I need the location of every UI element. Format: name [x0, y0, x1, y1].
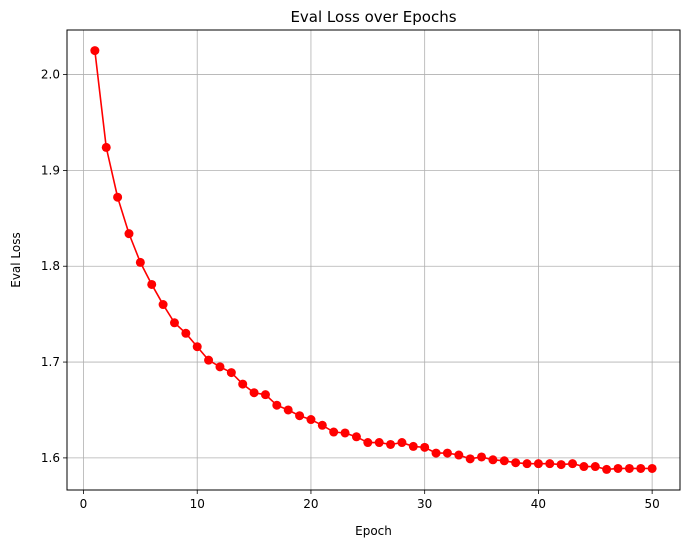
data-point: [488, 455, 498, 465]
y-tick-label: 1.7: [41, 355, 60, 369]
x-tick-label: 50: [644, 497, 659, 511]
data-point: [602, 464, 612, 474]
series-markers: [90, 46, 657, 474]
data-point: [192, 342, 202, 352]
data-point: [511, 458, 521, 468]
data-point: [181, 328, 191, 338]
data-point: [636, 463, 646, 473]
x-tick-label: 0: [80, 497, 88, 511]
data-point: [431, 448, 441, 458]
y-axis-ticks: 1.6 1.7 1.8 1.9 2.0: [41, 68, 67, 465]
data-point: [397, 438, 407, 448]
x-axis-ticks: 0 10 20 30 40 50: [80, 490, 660, 511]
y-axis-label: Eval Loss: [9, 232, 23, 288]
data-point: [317, 420, 327, 430]
data-point: [158, 300, 168, 310]
data-point: [499, 456, 509, 466]
data-point: [283, 405, 293, 415]
data-point: [579, 462, 589, 472]
data-point: [215, 362, 225, 372]
data-point: [465, 454, 475, 464]
data-point: [329, 427, 339, 437]
data-point: [272, 400, 282, 410]
y-tick-label: 1.8: [41, 259, 60, 273]
plot-frame: [66, 29, 681, 491]
data-point: [147, 279, 157, 289]
data-point: [351, 432, 361, 442]
data-point: [295, 411, 305, 421]
data-point: [374, 438, 384, 448]
data-point: [340, 428, 350, 438]
data-point: [386, 439, 396, 449]
data-point: [204, 355, 214, 365]
data-point: [647, 463, 657, 473]
chart-title: Eval Loss over Epochs: [290, 8, 456, 26]
data-point: [420, 442, 430, 452]
grid: [67, 30, 680, 490]
y-tick-label: 2.0: [41, 68, 60, 82]
data-point: [90, 46, 100, 56]
x-axis-label: Epoch: [355, 524, 392, 538]
data-point: [624, 463, 634, 473]
data-point: [363, 438, 373, 448]
data-point: [568, 459, 578, 469]
data-point: [477, 452, 487, 462]
data-point: [454, 450, 464, 460]
data-point: [113, 192, 123, 202]
data-point: [545, 459, 555, 469]
x-tick-label: 10: [190, 497, 205, 511]
data-point: [169, 318, 179, 328]
data-point: [226, 368, 236, 378]
data-point: [101, 142, 111, 152]
data-point: [556, 460, 566, 470]
x-tick-label: 20: [303, 497, 318, 511]
data-point: [442, 448, 452, 458]
y-tick-label: 1.9: [41, 163, 60, 177]
x-tick-label: 40: [531, 497, 546, 511]
data-point: [135, 257, 145, 267]
data-point: [306, 415, 316, 425]
data-point: [522, 459, 532, 469]
data-point: [613, 463, 623, 473]
data-point: [260, 390, 270, 400]
data-point: [124, 229, 134, 239]
x-tick-label: 30: [417, 497, 432, 511]
data-point: [249, 388, 259, 398]
data-point: [590, 462, 600, 472]
data-point: [408, 441, 418, 451]
data-point: [238, 379, 248, 389]
data-point: [533, 459, 543, 469]
y-tick-label: 1.6: [41, 451, 60, 465]
